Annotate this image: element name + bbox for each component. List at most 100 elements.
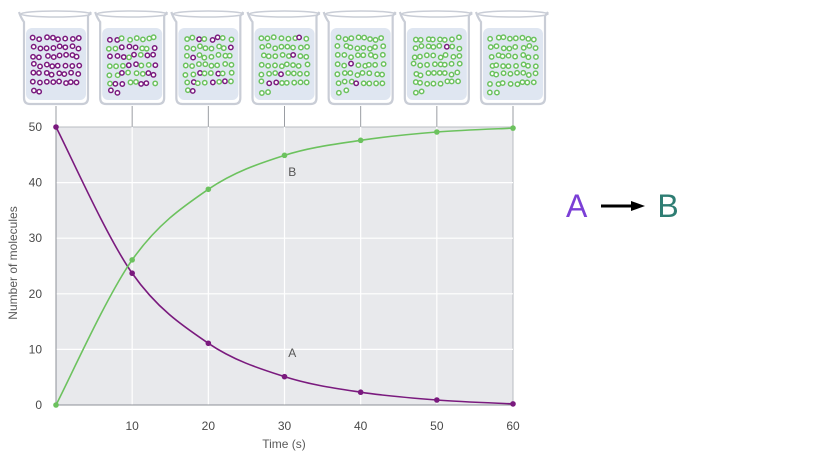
molecule-b (499, 53, 506, 60)
molecule-b (500, 63, 507, 70)
molecule-b (184, 44, 190, 51)
molecule-b (222, 60, 229, 67)
molecule-b (133, 70, 140, 77)
molecule-a (36, 69, 42, 76)
molecule-b (410, 60, 417, 67)
curve-label-b: B (288, 165, 296, 179)
molecule-b (201, 54, 208, 61)
molecule-b (456, 45, 463, 52)
molecule-b (412, 36, 419, 43)
molecule-b (279, 51, 286, 58)
molecule-b (520, 52, 527, 58)
molecule-a (209, 36, 216, 43)
molecule-a (131, 51, 137, 58)
molecule-b (367, 51, 374, 58)
molecule-b (525, 35, 532, 42)
molecule-a (75, 45, 82, 52)
reaction-equation: A B (566, 186, 679, 226)
molecule-b (437, 54, 444, 61)
tick-labels: 0 10 20 30 40 50 10 20 30 40 50 60 (29, 120, 520, 433)
beaker (17, 10, 92, 106)
molecule-a (29, 78, 36, 85)
molecule-b (290, 62, 296, 69)
molecule-b (441, 70, 448, 76)
molecule-b (334, 43, 341, 49)
beaker-rim (172, 10, 245, 18)
molecule-b (441, 61, 448, 68)
molecule-b (507, 70, 514, 77)
y-axis-label: Number of molecules (6, 206, 20, 319)
x-tick-label: 40 (354, 419, 368, 433)
molecule-b (456, 52, 463, 59)
reactant-label: A (566, 188, 588, 224)
molecule-b (118, 35, 125, 42)
molecule-a (48, 71, 55, 78)
molecule-b (220, 45, 227, 52)
molecule-a (73, 53, 80, 60)
molecule-b (283, 79, 290, 86)
beaker-glass (170, 11, 245, 106)
molecule-b (493, 89, 500, 96)
molecule-b (126, 54, 132, 61)
molecule-b (272, 70, 279, 76)
beaker (322, 10, 397, 106)
molecule-b (127, 79, 134, 86)
molecule-b (424, 61, 431, 68)
molecule-a (50, 45, 57, 51)
molecule-a (197, 70, 203, 76)
molecule-a (36, 88, 43, 95)
molecule-b (258, 78, 265, 85)
molecule-b (454, 69, 461, 76)
beaker-glass (17, 11, 92, 106)
molecule-b (279, 80, 285, 86)
molecule-b (519, 34, 526, 41)
y-tick-label: 50 (29, 120, 43, 134)
molecule-a (56, 70, 63, 77)
molecule-b (182, 62, 189, 69)
beaker (94, 10, 169, 106)
molecule-b (379, 51, 386, 58)
molecule-b (486, 89, 493, 96)
molecule-a (273, 79, 280, 86)
molecule-b (297, 79, 304, 86)
x-tick-label: 60 (506, 419, 520, 433)
molecule-b (513, 62, 519, 69)
molecule-b (448, 78, 455, 85)
molecule-b (106, 72, 113, 79)
molecule-b (423, 52, 430, 59)
molecule-a (63, 80, 70, 87)
molecule-b (411, 54, 418, 61)
beaker-rim (20, 10, 92, 18)
molecule-b (150, 34, 157, 41)
molecule-b (366, 80, 373, 87)
molecule-b (265, 42, 272, 49)
beaker-glass (246, 11, 321, 106)
molecule-b (272, 62, 278, 69)
series-a-point (357, 389, 364, 396)
molecule-a (50, 79, 57, 86)
molecule-b (506, 45, 513, 52)
molecule-b (127, 36, 134, 43)
molecule-b (500, 34, 507, 41)
molecule-b (105, 45, 112, 52)
molecule-b (347, 70, 354, 77)
molecule-b (379, 80, 386, 87)
molecule-b (355, 34, 362, 41)
molecule-b (512, 35, 519, 42)
molecule-a (145, 70, 152, 77)
molecule-b (143, 45, 150, 52)
molecule-b (507, 80, 514, 87)
molecule-b (214, 62, 221, 69)
molecule-a (62, 44, 69, 51)
molecule-b (430, 43, 437, 50)
molecule-b (366, 45, 373, 52)
molecule-b (425, 70, 432, 77)
molecule-b (348, 35, 355, 42)
molecule-b (380, 43, 387, 50)
molecule-b (437, 80, 444, 87)
molecule-b (272, 53, 279, 60)
molecule-b (456, 60, 463, 67)
molecule-b (506, 35, 513, 42)
data-points (53, 124, 516, 408)
molecule-a (30, 87, 37, 94)
